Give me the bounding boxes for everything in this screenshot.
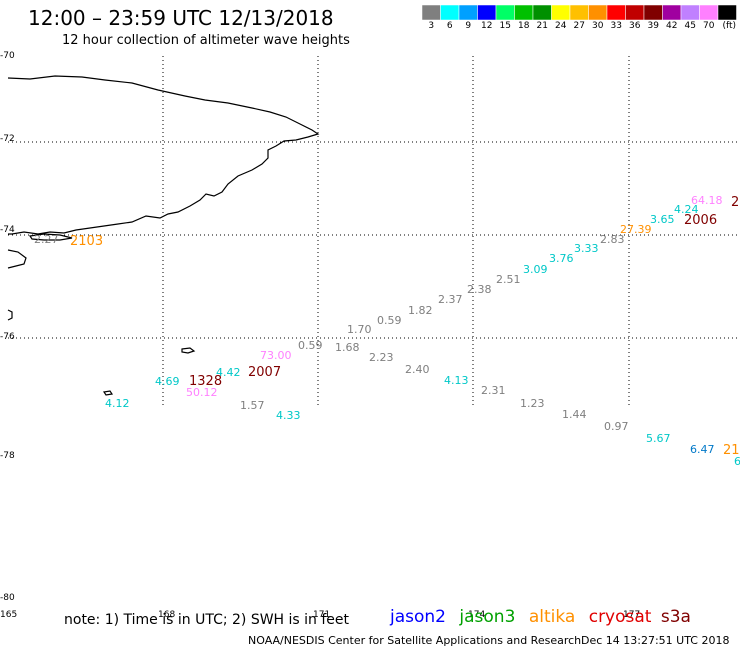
color-scale-label: 70: [703, 21, 715, 31]
map-title: 12:00 – 23:59 UTC 12/13/2018: [28, 6, 334, 30]
lon-label: 177: [623, 610, 640, 620]
wave-height-label: 0.59: [298, 339, 323, 352]
wave-height-label: 2.37: [438, 293, 463, 306]
wave-height-label: 2.27: [34, 233, 59, 246]
wave-height-label: 2.83: [600, 233, 625, 246]
lat-label: -74: [0, 225, 15, 235]
lat-label: -80: [0, 593, 15, 603]
wave-height-label: 4.42: [216, 366, 241, 379]
wave-height-label: 6: [734, 455, 740, 468]
color-scale-label: 9: [465, 21, 472, 31]
legend-altika: altika: [528, 607, 576, 627]
wave-height-label: 0.97: [604, 420, 629, 433]
wave-height-label: 6.47: [690, 443, 715, 456]
wave-height-label: 64.18: [691, 194, 723, 207]
color-scale-label: 33: [610, 21, 622, 31]
legend-cryosat: cryosat: [588, 607, 652, 627]
legend-s3a: s3a: [660, 607, 691, 627]
wave-height-label: 3.33: [574, 242, 599, 255]
lat-label: -78: [0, 451, 15, 461]
color-scale-label: 24: [555, 21, 567, 31]
lat-label: -72: [0, 134, 15, 144]
legend-jason2: jason2: [390, 607, 446, 627]
color-scale-label: 3: [428, 21, 435, 31]
coastline-cape: [28, 233, 73, 241]
wave-height-label: 4.13: [444, 374, 469, 387]
island-small-2: [102, 390, 114, 396]
wave-height-label: 1.44: [562, 408, 587, 421]
wave-height-label: 1.68: [335, 341, 360, 354]
coastline-antarctica: [7, 75, 320, 235]
wave-height-label: 3.76: [549, 252, 574, 265]
lon-label: 165: [0, 610, 17, 620]
wave-height-label: 2.51: [496, 273, 521, 286]
wave-height-label: 2: [731, 195, 739, 210]
lon-label: 171: [313, 610, 330, 620]
color-scale-label: (ft): [722, 21, 737, 31]
color-swatch-16: [717, 5, 737, 21]
wave-height-label: 21: [723, 443, 740, 458]
coastline-left-fragment: [7, 309, 13, 321]
wave-height-label: 27.39: [620, 223, 652, 236]
wave-height-label: 1.82: [408, 304, 433, 317]
wave-height-label: 0.59: [377, 314, 402, 327]
lat-label: -70: [0, 51, 15, 61]
wave-height-label: 1.70: [347, 323, 372, 336]
map-subtitle: 12 hour collection of altimeter wave hei…: [62, 33, 350, 48]
wave-height-label: 2.23: [369, 351, 394, 364]
color-scale-label: 12: [481, 21, 493, 31]
wave-height-label: 3.09: [523, 263, 548, 276]
wave-height-label: 3.65: [650, 213, 675, 226]
lon-label: 174: [468, 610, 485, 620]
island-small-1: [181, 347, 196, 354]
color-scale-label: 21: [536, 21, 548, 31]
wave-height-label: 4.24: [674, 203, 699, 216]
lat-label: -76: [0, 332, 15, 342]
wave-height-label: 4.12: [105, 397, 130, 410]
wave-height-label: 4.33: [276, 409, 301, 422]
wave-height-label: 4.69: [155, 375, 180, 388]
credit-line: NOAA/NESDIS Center for Satellite Applica…: [248, 634, 582, 647]
color-scale-label: 27: [573, 21, 585, 31]
wave-height-label: 73.00: [260, 349, 292, 362]
wave-height-label: 2103: [70, 234, 103, 249]
wave-height-label: 2.40: [405, 363, 430, 376]
satellite-legend: jason2 jason3 altika cryosat s3a: [390, 607, 699, 627]
color-scale-bar: [422, 5, 737, 21]
generated-timestamp: Dec 14 13:27:51 UTC 2018: [581, 634, 730, 647]
wave-height-label: 1.23: [520, 397, 545, 410]
wave-height-label: 2007: [248, 365, 281, 380]
coastline-ross-island-west: [7, 249, 27, 269]
color-scale-label: 30: [592, 21, 604, 31]
wave-height-label: 50.12: [186, 386, 218, 399]
footer-note: note: 1) Time is in UTC; 2) SWH is in fe…: [64, 612, 350, 628]
wave-height-label: 1.57: [240, 399, 265, 412]
lon-label: 168: [158, 610, 175, 620]
wave-height-label: 2006: [684, 213, 717, 228]
color-scale-label: 42: [666, 21, 678, 31]
color-scale-label: 45: [684, 21, 696, 31]
wave-height-label: 2.38: [467, 283, 492, 296]
color-scale-label: 18: [518, 21, 530, 31]
legend-jason3: jason3: [459, 607, 516, 627]
wave-height-label: 5.67: [646, 432, 671, 445]
wave-height-label: 1328: [189, 374, 222, 389]
axis-labels: -70 -72 -74 -76 -78 -80 165 168 171 174 177: [0, 51, 640, 620]
color-scale-label: 39: [647, 21, 659, 31]
color-scale-label: 15: [499, 21, 511, 31]
wave-height-label: 2.31: [481, 384, 506, 397]
color-scale-labels: 3 6 9 12 15 18 21 24 27 30 33 36 39 42 45 70 (ft): [422, 21, 740, 33]
color-scale-label: 6: [446, 21, 453, 31]
color-scale-label: 36: [629, 21, 641, 31]
